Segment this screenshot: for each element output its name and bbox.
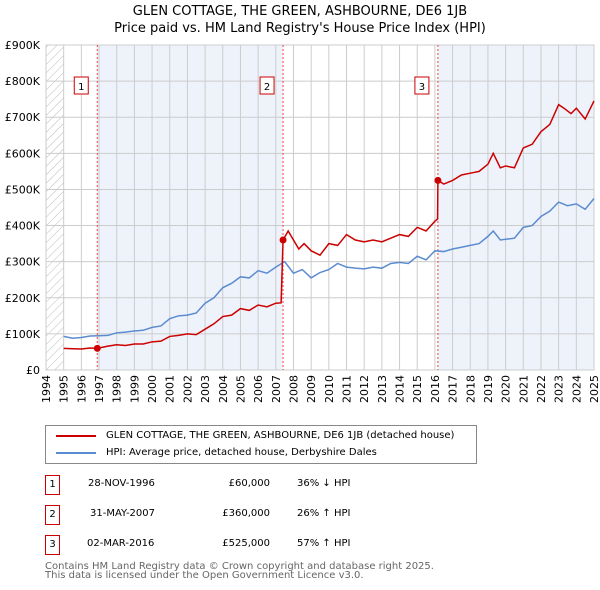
legend: GLEN COTTAGE, THE GREEN, ASHBOURNE, DE6 … [45,425,477,464]
x-tick-label: 2020 [500,375,513,403]
sale-marker-label: 3 [419,82,425,93]
chart-title: GLEN COTTAGE, THE GREEN, ASHBOURNE, DE6 … [132,4,468,19]
y-tick-label: £400K [5,220,41,233]
sale-marker-box [73,76,89,95]
ownership-band [437,45,594,370]
x-tick-label: 2025 [588,375,600,403]
y-tick-label: £900K [5,39,41,52]
x-tick-label: 2004 [217,375,230,403]
x-tick-label: 2016 [429,375,442,403]
y-tick-label: £500K [5,183,41,196]
sale-point [279,236,287,244]
x-tick-label: 2022 [535,375,548,403]
x-tick-label: 2017 [447,375,460,403]
sale-date: 28-NOV-1996 [88,478,155,489]
x-tick-label: 1999 [128,375,141,403]
x-tick-label: 2014 [394,375,407,403]
sale-date: 02-MAR-2016 [87,538,155,549]
sale-marker-label: 2 [264,82,270,93]
x-tick-label: 2018 [464,375,477,403]
hpi-line [63,197,595,339]
y-tick-label: £700K [5,111,41,124]
y-tick-label: £100K [5,328,41,341]
plot-area: 1994 1995 1996 1997 1998 1999 2000 2001 2002 2003… [5,39,600,403]
x-tick-label: 1997 [93,375,106,403]
x-tick-label: 2001 [164,375,177,403]
legend-swatch-property [56,434,96,437]
sale-row: 2 31-MAY-2007 £360,000 26% ↑ HPI [45,505,445,527]
sale-date: 31-MAY-2007 [90,508,156,519]
x-tick-label: 2010 [323,375,336,403]
x-tick-label: 2012 [358,375,371,403]
sale-marker-box [414,76,430,95]
legend-label-property: GLEN COTTAGE, THE GREEN, ASHBOURNE, DE6 … [106,430,455,441]
x-tick-label: 2009 [305,375,318,403]
no-data-hatch [46,45,64,370]
sale-point [434,176,442,184]
sale-hpi: 36% ↓ HPI [297,478,351,489]
sale-price: £360,000 [222,508,270,519]
y-tick-label: £0 [26,364,40,377]
legend-swatch-hpi [56,451,96,454]
footer-line: This data is licensed under the Open Gov… [45,570,364,581]
x-tick-label: 2013 [376,375,389,403]
sale-row: 1 28-NOV-1996 £60,000 36% ↓ HPI [45,475,445,497]
sale-row: 3 02-MAR-2016 £525,000 57% ↑ HPI [45,535,445,557]
x-tick-label: 2000 [146,375,159,403]
x-tick-label: 1998 [111,375,124,403]
y-tick-label: £200K [5,292,41,305]
property-price-line [63,100,595,350]
y-tick-label: £600K [5,147,41,160]
footer-line: Contains HM Land Registry data © Crown c… [45,561,434,572]
sale-marker-num: 2 [45,505,60,525]
x-tick-label: 1995 [58,375,71,403]
x-tick-label: 2008 [287,375,300,403]
x-tick-label: 2003 [199,375,212,403]
x-tick-label: 2002 [181,375,194,403]
sale-hpi: 26% ↑ HPI [297,508,351,519]
x-tick-label: 2005 [234,375,247,403]
y-tick-label: £300K [5,256,41,269]
plot-border [45,44,595,371]
x-tick-label: 1994 [40,375,53,403]
x-tick-label: 2011 [341,375,354,403]
sale-price: £525,000 [222,538,270,549]
x-tick-label: 2021 [517,375,530,403]
x-tick-label: 2023 [553,375,566,403]
sale-marker-num: 3 [45,535,60,555]
x-tick-label: 2015 [411,375,424,403]
sale-point [93,344,101,352]
sale-marker-num: 1 [45,475,60,495]
y-tick-label: £800K [5,75,41,88]
x-tick-label: 2007 [270,375,283,403]
sale-hpi: 57% ↑ HPI [297,538,351,549]
chart-subtitle: Price paid vs. HM Land Registry's House … [114,21,486,36]
footer: Contains HM Land Registry data © Crown c… [45,561,434,581]
sale-marker-box [259,76,275,95]
x-tick-label: 2024 [570,375,583,403]
sale-marker-label: 1 [78,82,84,93]
legend-label-hpi: HPI: Average price, detached house, Derb… [106,447,377,458]
x-tick-label: 2019 [482,375,495,403]
sale-price: £60,000 [228,478,270,489]
x-tick-label: 2006 [252,375,265,403]
x-tick-label: 1996 [75,375,88,403]
ownership-band [97,45,284,370]
